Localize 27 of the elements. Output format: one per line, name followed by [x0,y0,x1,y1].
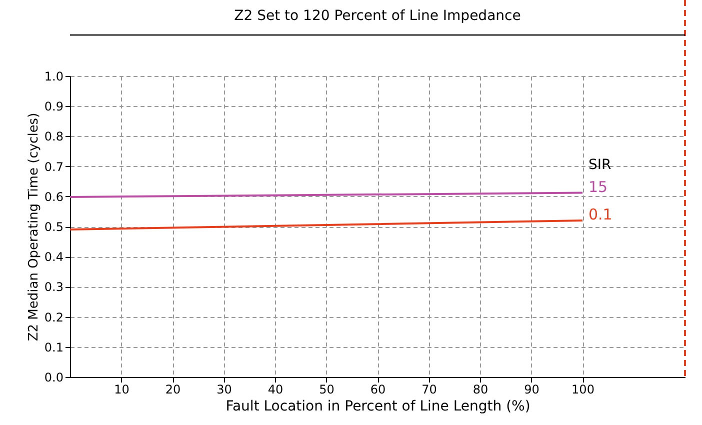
x-tick-label: 80 [472,382,488,396]
y-tick-label: 0.1 [44,340,64,354]
x-axis-title: Fault Location in Percent of Line Length (%) [226,398,530,414]
x-tick-label: 30 [216,382,232,396]
text: Z2 Set to 120 Percent of Line Impedance [234,8,521,24]
y-tick-label: 0.6 [44,190,64,204]
series-label: 15 [588,178,608,196]
x-tick-label: 70 [422,382,437,396]
x-tick-label: 40 [268,382,284,396]
y-tick-label: 0.0 [44,370,64,384]
x-tick-label: 90 [524,382,540,396]
y-tick-label: 0.3 [44,280,64,294]
series-label: 0.1 [588,205,612,224]
x-tick-label: 50 [319,382,334,396]
x-tick-label: 20 [165,382,181,396]
y-tick-label: 0.4 [44,250,64,264]
y-tick-label: 0.9 [44,100,64,114]
x-tick-label: 10 [114,382,130,396]
y-tick-label: 1.0 [44,70,64,84]
y-tick-label: 0.2 [44,310,64,324]
y-tick-label: 0.7 [44,160,64,174]
y-tick-label: 0.8 [44,130,64,144]
y-tick-label: 0.5 [44,220,64,234]
legend-title: SIR [588,156,612,173]
y-axis-title: Z2 Median Operating Time (cycles) [26,112,42,342]
x-tick-label: 100 [572,382,594,396]
x-tick-label: 60 [370,382,386,396]
